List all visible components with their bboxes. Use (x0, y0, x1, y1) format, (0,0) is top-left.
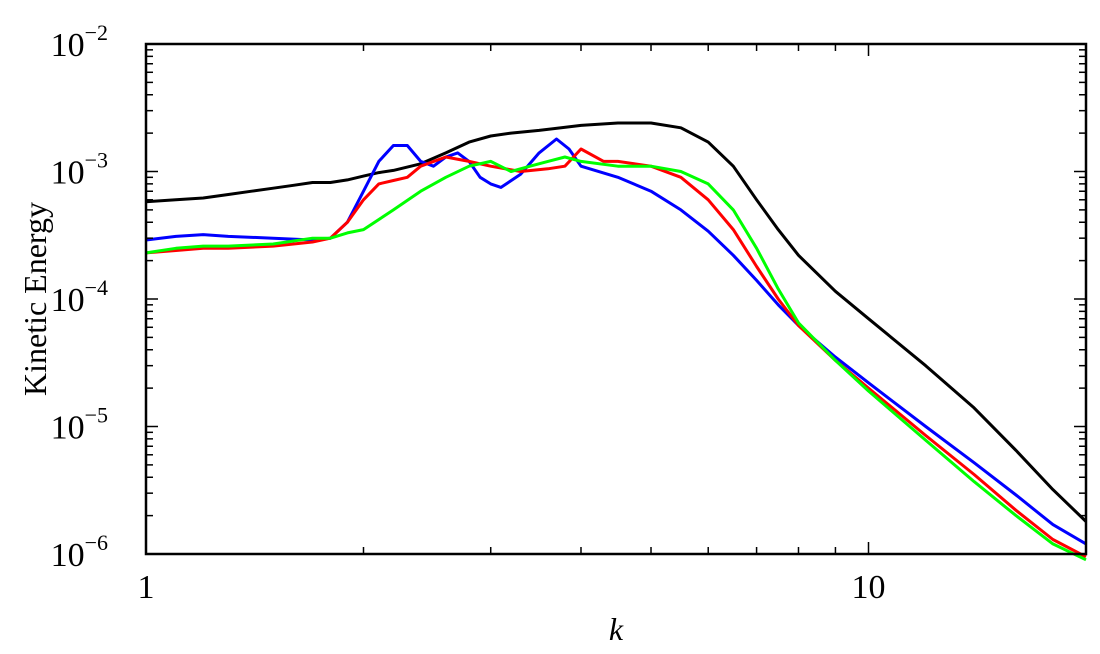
series-layer (145, 121, 1088, 562)
tick-layer (145, 43, 1087, 555)
series-line-4 (145, 155, 1087, 562)
series-line-3 (145, 147, 1087, 559)
y-tick-label: 10−3 (51, 148, 108, 192)
y-tick-label: 10−6 (51, 530, 108, 574)
x-tick-label: 1 (138, 569, 155, 606)
series-line-2 (145, 137, 1087, 546)
series-line-1 (145, 121, 1088, 523)
tick-label-layer: 1 10 10−6 10−5 10−4 10−3 10−2 (51, 20, 886, 606)
x-tick-label: 10 (852, 569, 886, 606)
y-tick-label: 10−5 (51, 403, 108, 447)
y-axis-label: Kinetic Energy (17, 202, 53, 396)
y-tick-label: 10−4 (51, 275, 108, 319)
y-tick-label: 10−2 (51, 20, 108, 64)
x-axis-label: k (609, 611, 624, 647)
plot-frame (144, 42, 1088, 556)
